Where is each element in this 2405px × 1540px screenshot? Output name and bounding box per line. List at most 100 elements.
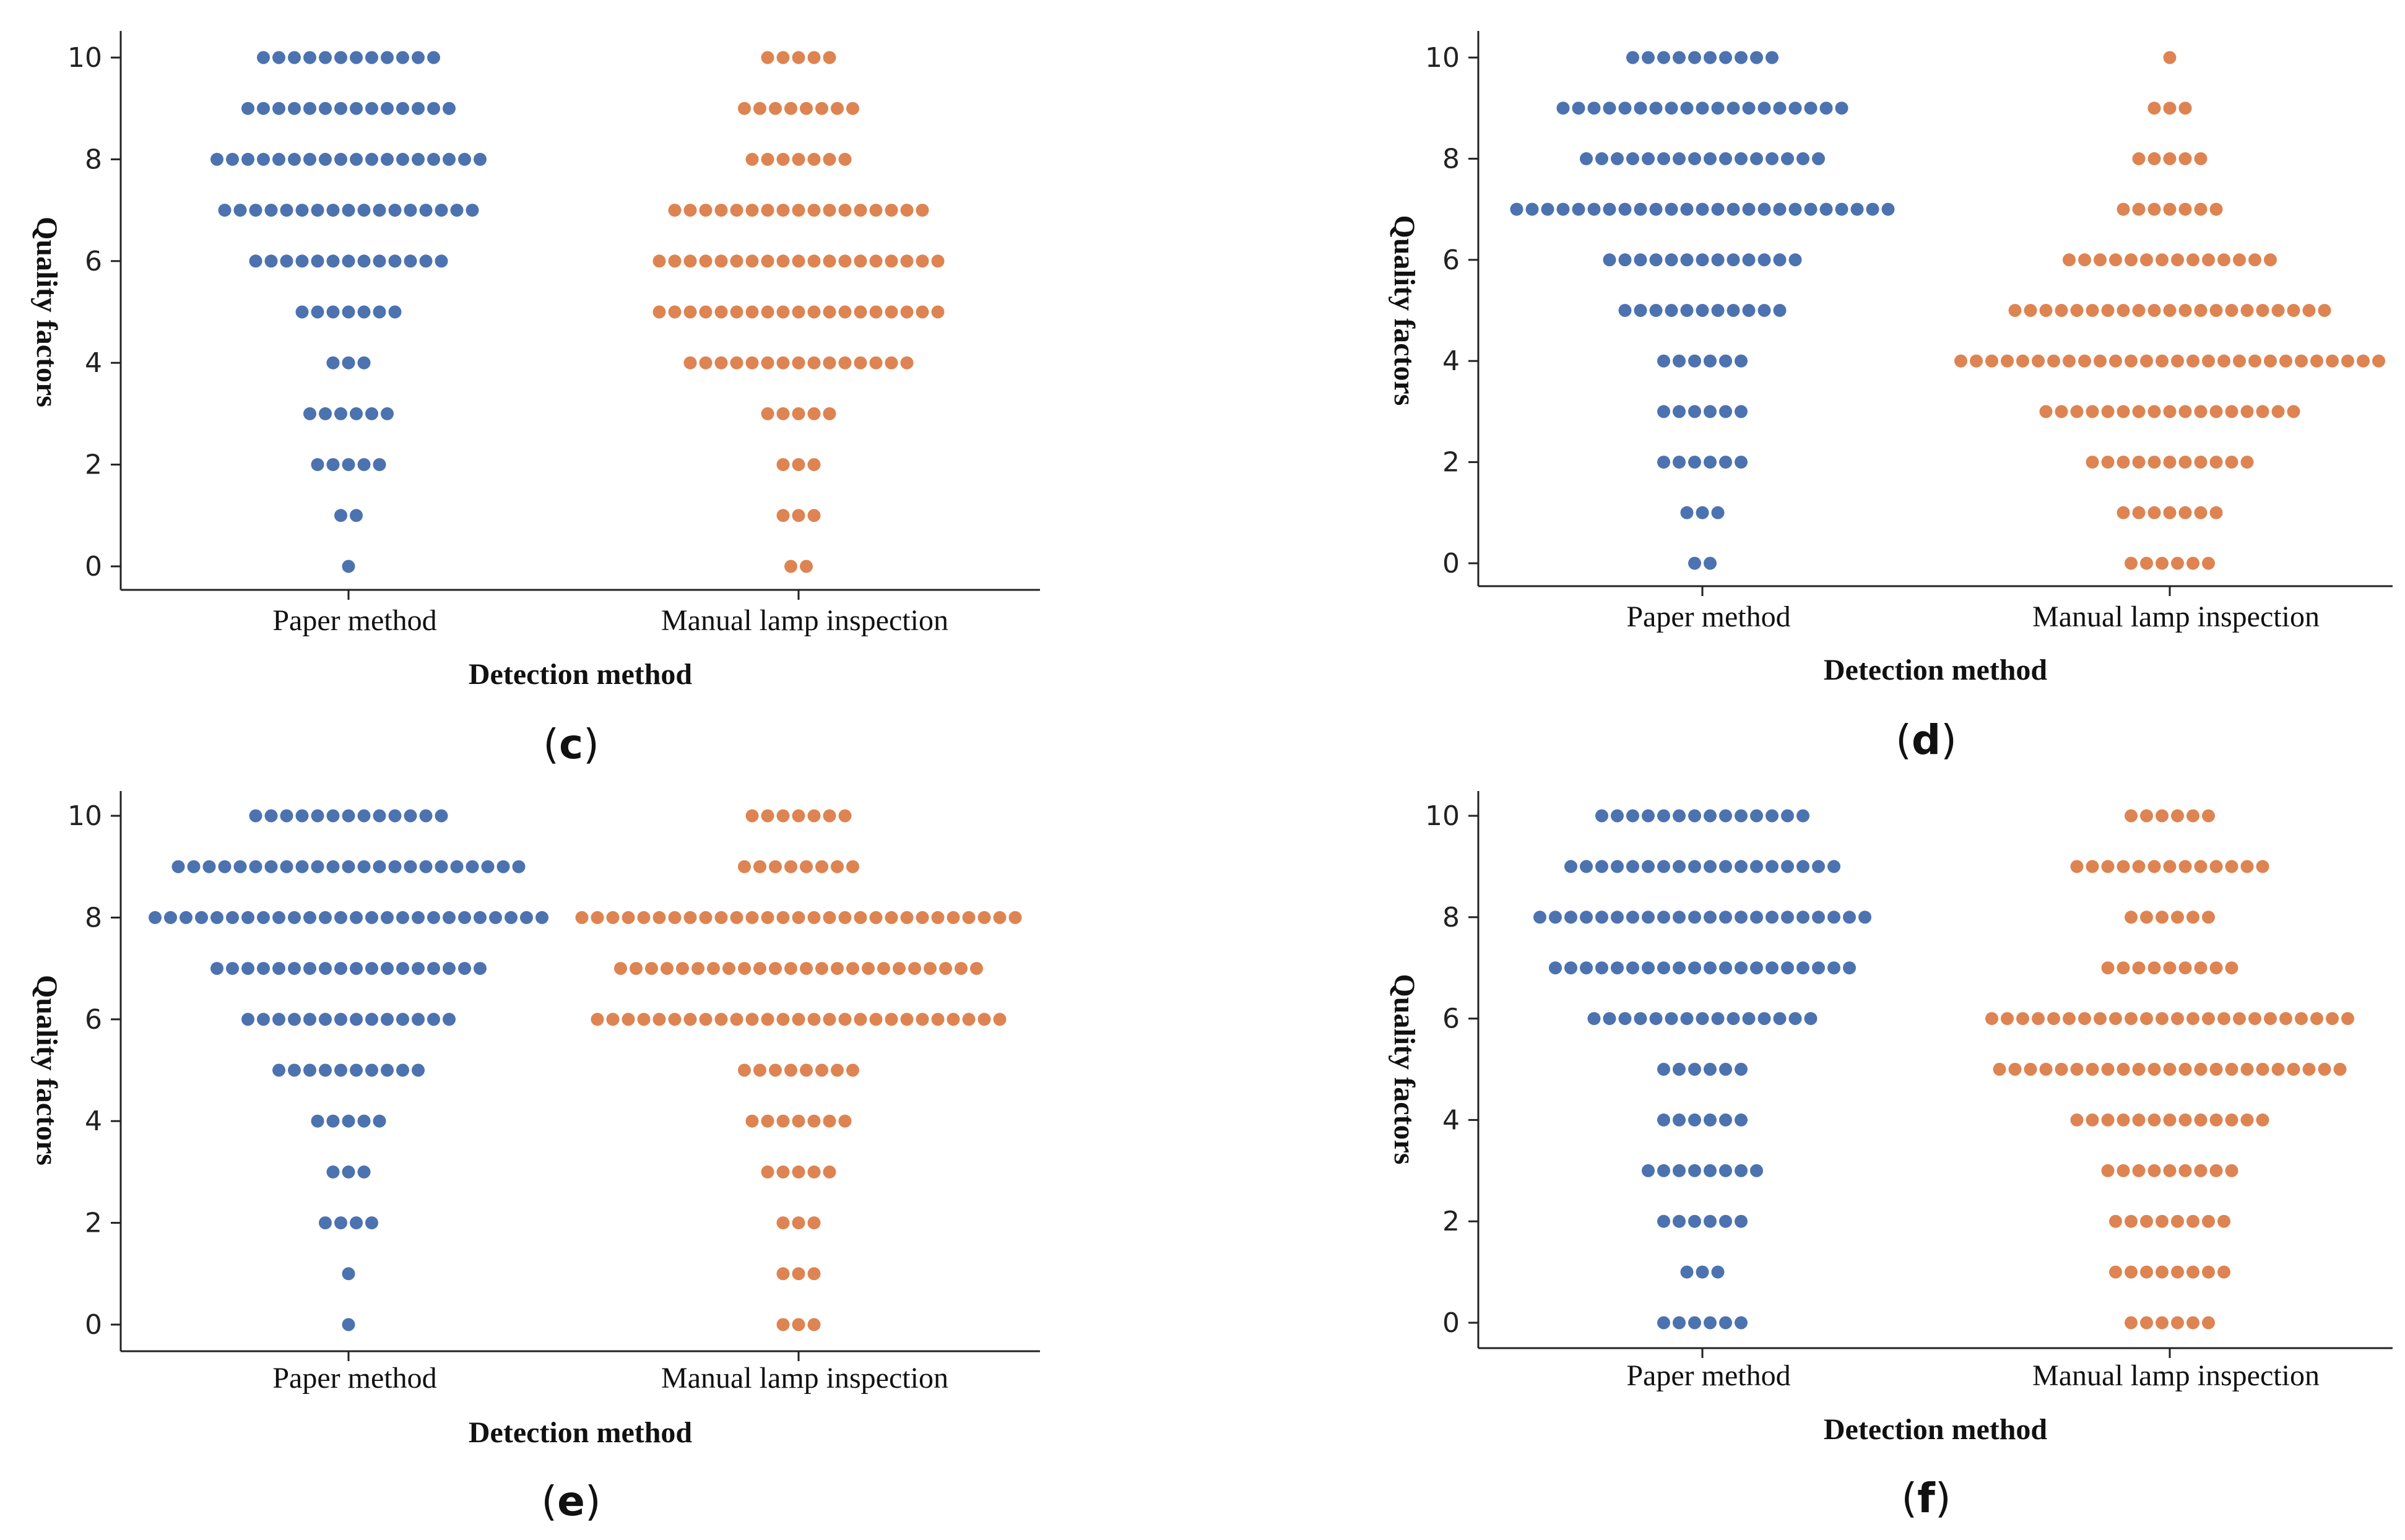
data-point — [1796, 860, 1809, 873]
data-point — [2209, 405, 2223, 418]
data-point — [1735, 961, 1748, 975]
data-point — [885, 1013, 898, 1026]
y-tick-label: 0 — [1442, 1307, 1460, 1339]
data-point — [1727, 253, 1740, 267]
data-point — [2132, 152, 2146, 165]
data-point — [800, 560, 813, 573]
data-point — [1673, 456, 1686, 469]
data-point — [2055, 304, 2068, 317]
data-point — [591, 911, 604, 924]
panel-label: (e) — [541, 1477, 600, 1525]
data-point — [319, 102, 332, 115]
data-point — [404, 204, 417, 217]
data-point — [404, 860, 417, 873]
data-point — [2248, 354, 2261, 368]
data-point — [900, 356, 914, 370]
data-point — [1680, 202, 1694, 216]
data-point — [2279, 354, 2292, 368]
data-point — [412, 962, 425, 975]
data-point — [187, 860, 201, 873]
data-point — [1766, 809, 1779, 823]
data-point — [714, 305, 728, 319]
data-point — [226, 911, 239, 924]
data-point — [1587, 102, 1601, 115]
data-point — [1657, 860, 1670, 873]
data-point — [622, 1013, 635, 1026]
data-point — [458, 962, 471, 975]
data-point — [2178, 1113, 2192, 1127]
data-point — [1611, 860, 1624, 873]
data-point — [769, 1063, 782, 1077]
data-point — [381, 911, 394, 924]
data-point — [761, 204, 774, 217]
data-point — [2140, 1214, 2153, 1228]
data-point — [823, 809, 836, 823]
panel-e: 0 2 4 6 8 10 Paper method Manual lamp inspectio… — [30, 791, 1040, 1525]
data-point — [2357, 354, 2370, 368]
data-point — [241, 911, 254, 924]
data-point — [1673, 809, 1686, 823]
data-point — [1580, 911, 1593, 924]
data-point — [2209, 1164, 2223, 1177]
data-point — [1696, 304, 1709, 317]
data-point — [2086, 1063, 2099, 1076]
data-point — [776, 305, 790, 319]
data-point — [1766, 152, 1779, 165]
data-point — [738, 102, 751, 115]
data-point — [2101, 1113, 2115, 1127]
data-point — [1642, 911, 1655, 924]
panel-label-letter: e — [557, 1477, 585, 1525]
data-point — [800, 962, 813, 975]
data-point — [2202, 1012, 2215, 1026]
data-point — [334, 102, 347, 115]
data-point — [412, 1013, 425, 1026]
data-point — [683, 254, 697, 268]
data-point — [807, 1165, 821, 1179]
panel-label-letter: d — [1912, 716, 1941, 764]
data-point — [1719, 354, 1732, 368]
data-point — [792, 1114, 805, 1128]
data-point — [2310, 354, 2323, 368]
data-point — [373, 254, 386, 268]
data-point — [1781, 961, 1794, 975]
data-point — [2117, 860, 2130, 873]
data-point — [381, 152, 394, 166]
series-paper-method — [210, 51, 487, 573]
y-tick-label: 0 — [1442, 548, 1460, 579]
data-point — [2178, 1063, 2192, 1076]
data-point — [2163, 405, 2177, 418]
data-point — [2318, 1063, 2331, 1076]
data-point — [326, 809, 340, 823]
data-point — [761, 407, 774, 420]
data-point — [2132, 202, 2146, 216]
data-point — [916, 911, 929, 924]
data-point — [1704, 354, 1717, 368]
data-point — [334, 1063, 347, 1077]
data-point — [846, 860, 859, 873]
data-point — [714, 204, 728, 217]
data-point — [2326, 1012, 2339, 1026]
data-point — [334, 962, 347, 975]
data-point — [2194, 152, 2208, 165]
data-point — [1657, 961, 1670, 975]
data-point — [303, 152, 316, 166]
data-point — [2271, 405, 2285, 418]
data-point — [373, 809, 386, 823]
data-point — [1711, 102, 1725, 115]
data-point — [2240, 304, 2254, 317]
data-point — [350, 407, 363, 420]
data-point — [900, 254, 914, 268]
data-point — [226, 962, 239, 975]
data-point — [1564, 961, 1577, 975]
y-tick-label: 4 — [1442, 1104, 1460, 1136]
data-point — [2163, 1113, 2177, 1127]
data-point — [2171, 1265, 2184, 1279]
data-point — [784, 860, 797, 873]
data-point — [2132, 304, 2146, 317]
data-point — [1719, 1063, 1732, 1076]
data-point — [2171, 354, 2184, 368]
data-point — [823, 407, 836, 420]
data-point — [1688, 860, 1701, 873]
data-point — [272, 962, 285, 975]
data-point — [365, 407, 378, 420]
